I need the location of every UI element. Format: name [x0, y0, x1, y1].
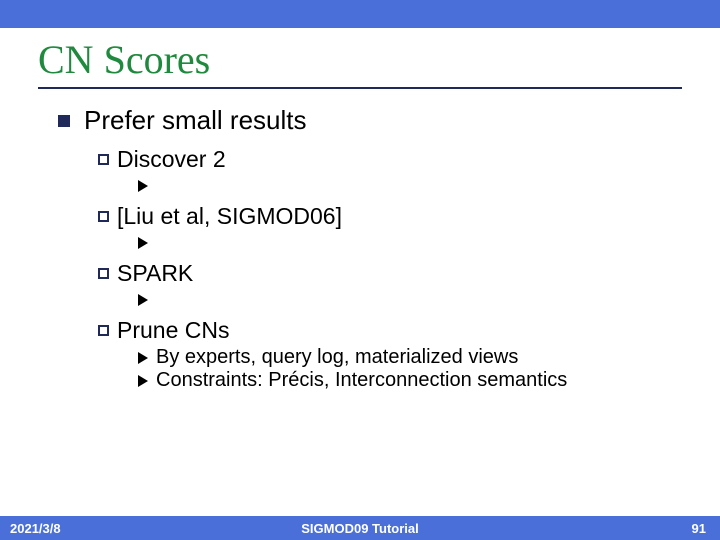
- triangle-bullet-icon: [138, 375, 148, 387]
- bullet-prune-text: Prune CNs: [117, 317, 229, 344]
- bullet-liu: [Liu et al, SIGMOD06]: [98, 203, 680, 230]
- bullet-spark: SPARK: [98, 260, 680, 287]
- bullet-level1: Prefer small results: [58, 105, 680, 136]
- bullet-level1-text: Prefer small results: [84, 105, 307, 136]
- footer-page: 91: [692, 521, 706, 536]
- bullet-liu-text: [Liu et al, SIGMOD06]: [117, 203, 342, 230]
- footer-date: 2021/3/8: [10, 521, 61, 536]
- hollow-square-icon: [98, 268, 109, 279]
- bullet-spark-text: SPARK: [117, 260, 193, 287]
- square-bullet-icon: [58, 115, 70, 127]
- triangle-bullet-icon: [138, 294, 148, 306]
- triangle-bullet-icon: [138, 180, 148, 192]
- slide-title: CN Scores: [0, 28, 720, 87]
- bullet-spark-sub: [138, 289, 680, 311]
- bullet-liu-sub: [138, 232, 680, 254]
- hollow-square-icon: [98, 211, 109, 222]
- bullet-discover: Discover 2: [98, 146, 680, 173]
- bullet-discover-sub: [138, 175, 680, 197]
- footer-bar: 2021/3/8 SIGMOD09 Tutorial 91: [0, 516, 720, 540]
- bullet-prune-sub1-text: By experts, query log, materialized view…: [156, 346, 518, 369]
- top-bar: [0, 0, 720, 28]
- content-area: Prefer small results Discover 2 [Liu et …: [0, 89, 720, 392]
- bullet-prune: Prune CNs: [98, 317, 680, 344]
- bullet-prune-sub2: Constraints: Précis, Interconnection sem…: [138, 369, 680, 392]
- hollow-square-icon: [98, 154, 109, 165]
- bullet-prune-sub2-text: Constraints: Précis, Interconnection sem…: [156, 369, 567, 392]
- bullet-discover-text: Discover 2: [117, 146, 226, 173]
- triangle-bullet-icon: [138, 352, 148, 364]
- triangle-bullet-icon: [138, 237, 148, 249]
- footer-center: SIGMOD09 Tutorial: [0, 521, 720, 536]
- hollow-square-icon: [98, 325, 109, 336]
- bullet-prune-sub1: By experts, query log, materialized view…: [138, 346, 680, 369]
